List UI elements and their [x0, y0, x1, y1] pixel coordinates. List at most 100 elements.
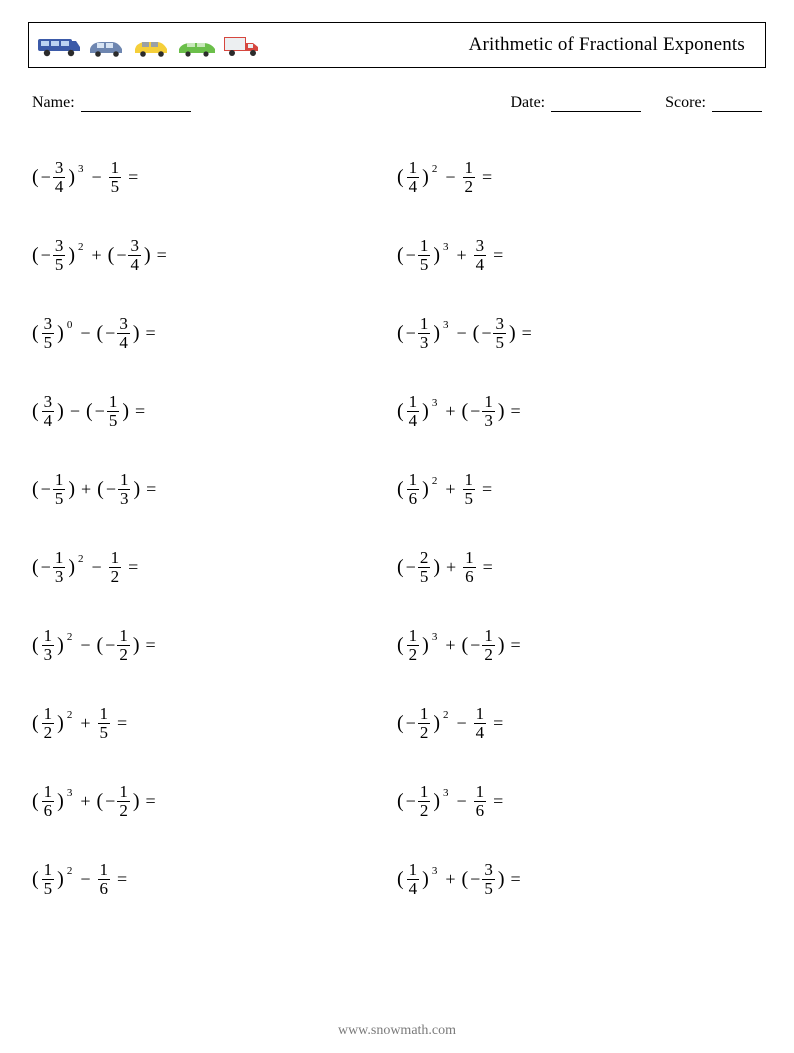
open-paren: (	[32, 322, 39, 345]
score-blank[interactable]	[712, 95, 762, 112]
exponent: 3	[443, 319, 449, 331]
fraction-denominator: 2	[117, 802, 130, 819]
header-box: Arithmetic of Fractional Exponents	[28, 22, 766, 68]
fraction: 14	[474, 705, 487, 741]
open-paren: (	[397, 478, 404, 501]
fraction-denominator: 2	[463, 178, 476, 195]
fraction-numerator: 3	[493, 315, 506, 333]
problem: (16)3+(−12) =	[32, 762, 397, 840]
fraction-numerator: 1	[463, 549, 476, 567]
close-paren: )	[422, 634, 429, 657]
name-blank[interactable]	[81, 95, 191, 112]
minus-sign: −	[406, 245, 416, 266]
expression: (−35)2+(−34) =	[32, 237, 167, 273]
fraction-numerator: 1	[407, 471, 420, 489]
problems-grid: (−34)3−15 =(14)2−12 =(−35)2+(−34) =(−15)…	[28, 138, 766, 918]
equals: =	[493, 791, 503, 812]
operator: −	[92, 167, 102, 188]
equals: =	[146, 791, 156, 812]
minus-sign: −	[116, 245, 126, 266]
fraction-numerator: 1	[418, 315, 431, 333]
fraction-denominator: 4	[407, 178, 420, 195]
fraction-denominator: 6	[474, 802, 487, 819]
fraction: 16	[474, 783, 487, 819]
fraction: 34	[128, 237, 141, 273]
exponent: 3	[78, 163, 84, 175]
expression: (−13)2−12 =	[32, 549, 138, 585]
fraction-denominator: 5	[53, 256, 66, 273]
problem: (12)2+15 =	[32, 684, 397, 762]
exponent: 2	[443, 709, 449, 721]
operator: +	[446, 557, 456, 578]
fraction-denominator: 3	[42, 646, 55, 663]
fraction-numerator: 1	[53, 549, 66, 567]
minus-sign: −	[105, 635, 115, 656]
fraction-denominator: 2	[117, 646, 130, 663]
expression: (−34)3−15 =	[32, 159, 138, 195]
close-paren: )	[57, 868, 64, 891]
date-blank[interactable]	[551, 95, 641, 112]
fraction-numerator: 1	[407, 627, 420, 645]
problem: (−34)3−15 =	[32, 138, 397, 216]
exponent: 3	[432, 865, 438, 877]
open-paren: (	[397, 712, 404, 735]
close-paren: )	[422, 478, 429, 501]
open-paren: (	[32, 790, 39, 813]
operator: −	[80, 635, 90, 656]
fraction: 15	[53, 471, 66, 507]
fraction: 15	[107, 393, 120, 429]
close-paren: )	[122, 400, 129, 423]
fraction: 34	[474, 237, 487, 273]
fraction-numerator: 1	[53, 471, 66, 489]
fraction-denominator: 2	[418, 724, 431, 741]
minus-sign: −	[95, 401, 105, 422]
minus-sign: −	[41, 479, 51, 500]
expression: (34)−(−15) =	[32, 393, 145, 429]
operator: +	[445, 401, 455, 422]
exponent: 2	[432, 475, 438, 487]
open-paren: (	[473, 322, 480, 345]
fraction-denominator: 6	[463, 568, 476, 585]
vehicle-icons	[37, 33, 263, 57]
fraction-denominator: 4	[128, 256, 141, 273]
exponent: 3	[443, 787, 449, 799]
operator: −	[457, 713, 467, 734]
equals: =	[511, 635, 521, 656]
fraction: 16	[463, 549, 476, 585]
exponent: 2	[67, 865, 73, 877]
close-paren: )	[68, 166, 75, 189]
minus-sign: −	[406, 323, 416, 344]
fraction-denominator: 4	[407, 880, 420, 897]
close-paren: )	[57, 322, 64, 345]
fraction: 12	[42, 705, 55, 741]
expression: (−12)3−16 =	[397, 783, 503, 819]
problem: (35)0−(−34) =	[32, 294, 397, 372]
fraction-numerator: 1	[109, 549, 122, 567]
problem: (13)2−(−12) =	[32, 606, 397, 684]
fraction-denominator: 5	[482, 880, 495, 897]
expression: (−13)3−(−35) =	[397, 315, 532, 351]
close-paren: )	[433, 244, 440, 267]
operator: +	[445, 869, 455, 890]
minus-sign: −	[105, 323, 115, 344]
problem: (34)−(−15) =	[32, 372, 397, 450]
close-paren: )	[57, 634, 64, 657]
fraction: 15	[42, 861, 55, 897]
open-paren: (	[108, 244, 115, 267]
operator: +	[457, 245, 467, 266]
operator: +	[445, 635, 455, 656]
fraction: 12	[117, 627, 130, 663]
name-label: Name:	[32, 94, 75, 112]
fraction-numerator: 1	[107, 393, 120, 411]
equals: =	[146, 323, 156, 344]
equals: =	[135, 401, 145, 422]
meta-name: Name:	[32, 94, 191, 112]
close-paren: )	[144, 244, 151, 267]
open-paren: (	[32, 244, 39, 267]
exponent: 3	[432, 631, 438, 643]
fraction: 34	[117, 315, 130, 351]
fraction: 12	[407, 627, 420, 663]
fraction: 16	[407, 471, 420, 507]
close-paren: )	[133, 634, 140, 657]
fraction-denominator: 2	[42, 724, 55, 741]
